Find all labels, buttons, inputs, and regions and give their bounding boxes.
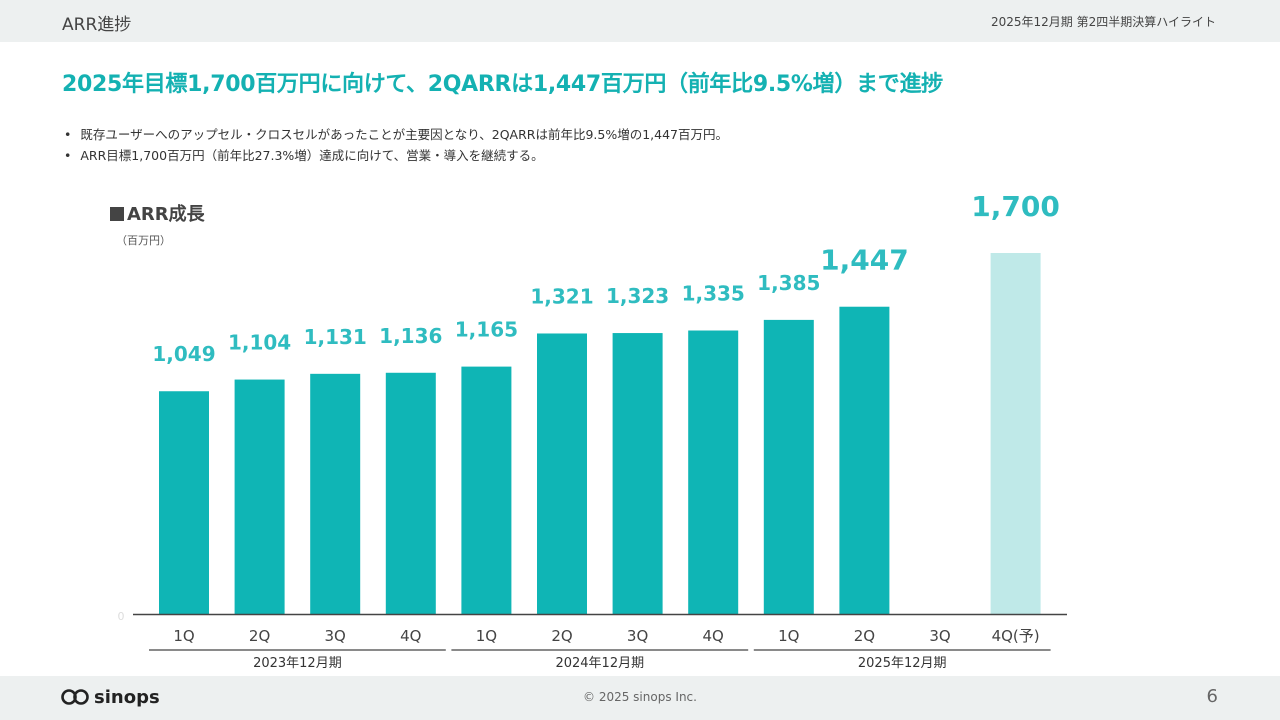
top-bar: ARR進捗 2025年12月期 第2四半期決算ハイライト (0, 0, 1280, 42)
square-icon (110, 207, 124, 221)
data-label: 1,447 (820, 244, 909, 277)
tick-label: 4Q (703, 627, 724, 645)
chart-unit: （百万円） (116, 234, 171, 247)
tick-label: 2Q (551, 627, 572, 645)
data-label: 1,700 (971, 190, 1060, 223)
data-label: 1,321 (530, 284, 593, 308)
bar (990, 253, 1041, 614)
data-label: 1,104 (228, 331, 291, 355)
tick-label: 3Q (929, 627, 950, 645)
bar (310, 373, 361, 614)
group-label: 2024年12月期 (555, 656, 644, 671)
bullet-list: 既存ユーザーへのアップセル・クロスセルがあったことが主要因となり、2QARRは前… (64, 124, 728, 166)
data-label: 1,136 (379, 324, 442, 348)
data-label: 1,335 (682, 282, 745, 306)
bullet-item: ARR目標1,700百万円（前年比27.3%増）達成に向けて、営業・導入を継続す… (64, 145, 728, 166)
section-title: ARR進捗 (62, 15, 132, 35)
tick-label: 4Q(予) (992, 627, 1040, 645)
bullet-item: 既存ユーザーへのアップセル・クロスセルがあったことが主要因となり、2QARRは前… (64, 124, 728, 145)
tick-label: 2Q (854, 627, 875, 645)
bar (688, 330, 739, 614)
bar (461, 366, 512, 614)
chart-title-text: ARR成長 (127, 204, 205, 225)
bar (612, 333, 663, 614)
bar (385, 372, 436, 614)
tick-label: 3Q (325, 627, 346, 645)
group-label: 2023年12月期 (253, 656, 342, 671)
data-label: 1,385 (757, 271, 820, 295)
data-label: 1,165 (455, 318, 518, 342)
page-headline: 2025年目標1,700百万円に向けて、2QARRは1,447百万円（前年比9.… (62, 72, 943, 97)
tick-label: 1Q (173, 627, 194, 645)
bar (159, 391, 209, 614)
bar (234, 379, 285, 614)
group-label: 2025年12月期 (858, 656, 947, 671)
data-label: 1,323 (606, 284, 669, 308)
tick-label: 1Q (476, 627, 497, 645)
data-label: 1,131 (304, 325, 367, 349)
data-label: 1,049 (152, 342, 215, 366)
tick-label: 3Q (627, 627, 648, 645)
page-number: 6 (1206, 686, 1218, 707)
footer: sinops © 2025 sinops Inc. 6 (0, 676, 1280, 720)
tick-label: 2Q (249, 627, 270, 645)
logo-text: sinops (94, 687, 160, 708)
bar (537, 333, 587, 614)
bar (763, 319, 814, 614)
sinops-logo-icon (61, 689, 89, 705)
bar (839, 306, 890, 614)
chart-title: ARR成長 (110, 200, 205, 226)
copyright: © 2025 sinops Inc. (583, 690, 697, 704)
tick-label: 1Q (778, 627, 799, 645)
y-zero-label: 0 (118, 610, 125, 623)
tick-label: 4Q (400, 627, 421, 645)
report-period: 2025年12月期 第2四半期決算ハイライト (990, 15, 1216, 29)
